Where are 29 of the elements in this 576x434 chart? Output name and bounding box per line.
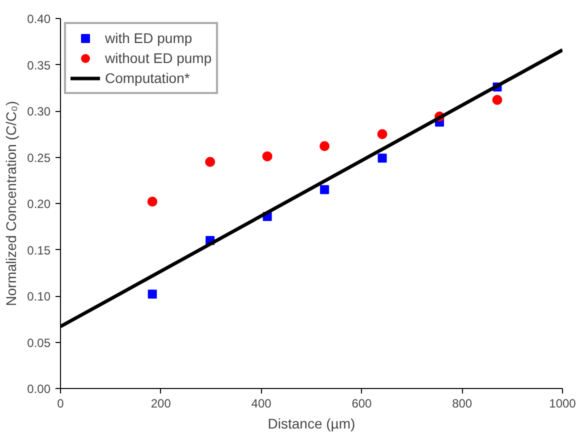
y-tick-label: 0.00 [27, 382, 51, 396]
y-tick-label: 0.25 [27, 150, 51, 165]
x-tick-label: 600 [352, 396, 372, 410]
legend-label: Computation* [105, 70, 190, 86]
point [320, 141, 330, 152]
y-axis-title: Normalized Concentration (C/C₀) [3, 100, 20, 306]
point [492, 94, 502, 105]
legend-label: with ED pump [105, 30, 192, 46]
point [320, 185, 330, 194]
point [377, 129, 388, 140]
legend-label: without ED pump [105, 50, 212, 66]
x-tick-label: 0 [57, 396, 64, 410]
point [378, 154, 387, 163]
point [148, 290, 157, 299]
y-tick-label: 0.15 [27, 243, 51, 258]
x-tick-label: 200 [150, 396, 172, 410]
x-tick-label: 1000 [549, 396, 576, 410]
y-tick-label: 0.20 [27, 197, 51, 211]
point [147, 196, 158, 207]
x-axis-title: Distance (µm) [268, 416, 356, 432]
point [205, 156, 216, 167]
y-tick-label: 0.30 [27, 104, 51, 118]
y-tick-label: 0.05 [27, 336, 51, 350]
y-tick-label: 0.35 [27, 58, 51, 72]
x-tick-label: 400 [251, 396, 272, 410]
y-tick-label: 0.10 [27, 290, 51, 304]
y-tick-label: 0.40 [27, 12, 51, 26]
point [262, 151, 272, 162]
x-tick-label: 800 [452, 396, 472, 410]
